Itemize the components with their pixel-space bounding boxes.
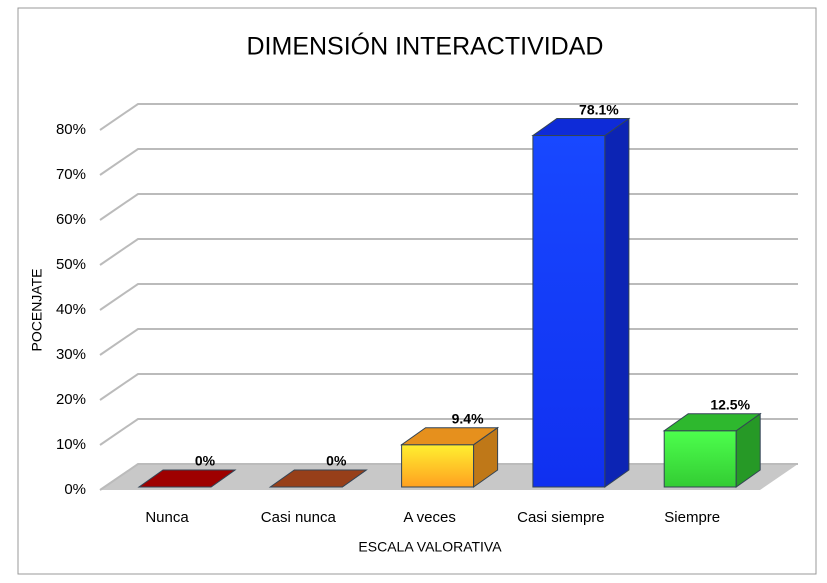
x-tick-label: A veces: [403, 509, 456, 526]
bar-top: [662, 413, 762, 432]
x-axis-label: ESCALA VALORATIVA: [358, 539, 502, 555]
bar-side: [604, 117, 630, 488]
x-tick-label: Casi nunca: [261, 509, 337, 526]
x-tick-label: Casi siempre: [517, 509, 605, 526]
bar-top: [400, 427, 500, 446]
bar-top: [268, 469, 368, 488]
y-axis-label: POCENJATE: [29, 269, 45, 352]
y-tick-label: 60%: [56, 211, 86, 228]
y-tick-label: 20%: [56, 391, 86, 408]
value-label: 0%: [195, 453, 216, 469]
y-tick-label: 40%: [56, 301, 86, 318]
y-tick-label: 50%: [56, 256, 86, 273]
value-label: 12.5%: [710, 396, 750, 412]
bar-top: [137, 469, 237, 488]
y-tick-label: 30%: [56, 346, 86, 363]
value-label: 0%: [326, 453, 347, 469]
grid-line: [99, 103, 798, 131]
bar-front: [401, 444, 475, 488]
x-tick-label: Siempre: [664, 509, 720, 526]
bar-top: [531, 118, 631, 137]
value-label: 9.4%: [452, 410, 484, 426]
y-tick-label: 10%: [56, 436, 86, 453]
x-tick-label: Nunca: [145, 509, 189, 526]
y-tick-label: 0%: [64, 481, 86, 498]
y-tick-label: 80%: [56, 121, 86, 138]
y-tick-label: 70%: [56, 166, 86, 183]
chart-title: DIMENSIÓN INTERACTIVIDAD: [247, 32, 604, 61]
value-label: 78.1%: [579, 101, 619, 117]
bar-front: [532, 135, 606, 488]
bar-front: [663, 430, 737, 488]
